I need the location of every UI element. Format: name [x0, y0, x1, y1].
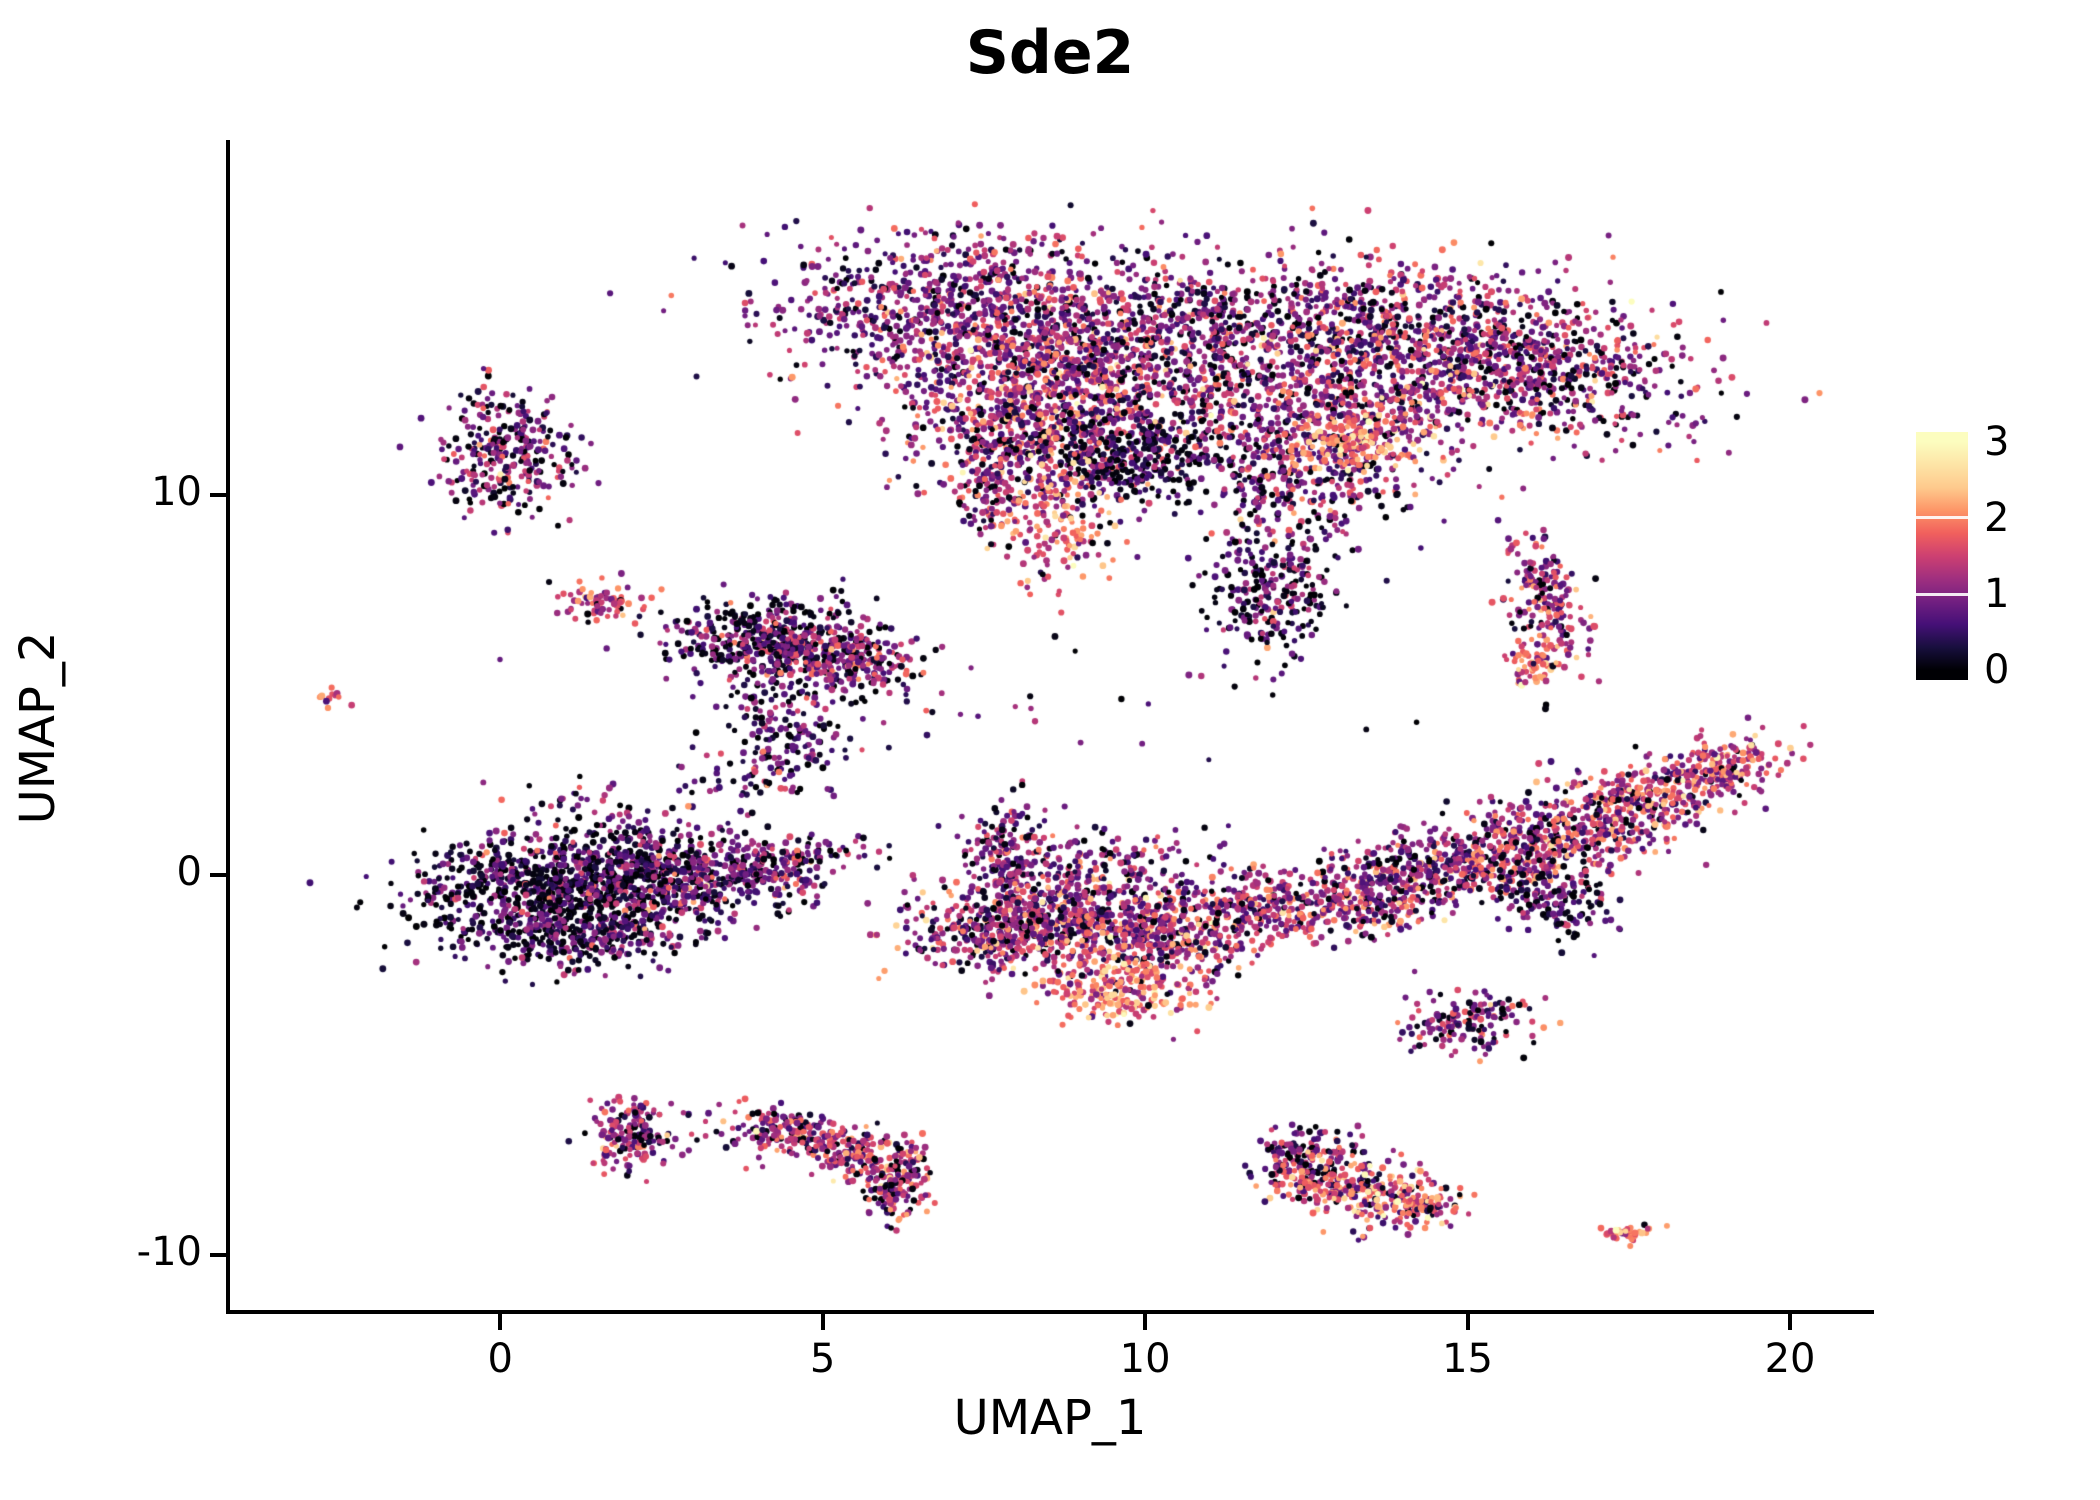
x-tick-label: 10 — [1119, 1336, 1171, 1382]
y-tick-label: 10 — [151, 468, 202, 515]
colorbar-tick-label: 1 — [1984, 571, 2010, 618]
y-tick-mark — [210, 492, 226, 497]
y-tick-label: 0 — [176, 848, 202, 895]
x-tick-label: 0 — [487, 1336, 513, 1382]
colorbar-tick-label: 3 — [1984, 418, 2010, 465]
y-tick-mark — [210, 872, 226, 877]
x-tick-label: 5 — [809, 1336, 836, 1382]
colorbar-tick-label: 0 — [1984, 647, 2010, 694]
x-tick-mark — [1143, 1314, 1148, 1330]
plot-title: Sde2 — [965, 18, 1135, 88]
x-tick-label: 20 — [1764, 1336, 1816, 1382]
x-tick-mark — [820, 1314, 825, 1330]
x-tick-mark — [1465, 1314, 1470, 1330]
y-tick-mark — [210, 1252, 226, 1257]
x-tick-mark — [498, 1314, 503, 1330]
x-axis-label: UMAP_1 — [953, 1390, 1147, 1446]
x-axis-line — [226, 1310, 1874, 1314]
colorbar-gradient — [1916, 432, 1968, 680]
y-axis-label: UMAP_2 — [10, 631, 66, 825]
x-tick-mark — [1788, 1314, 1793, 1330]
colorbar-tick-mark — [1916, 592, 1968, 596]
y-axis-line — [226, 140, 230, 1314]
x-tick-label: 15 — [1442, 1336, 1494, 1382]
colorbar-tick-mark — [1916, 516, 1968, 520]
colorbar-tick-label: 2 — [1984, 494, 2010, 541]
y-tick-label: -10 — [136, 1228, 202, 1275]
